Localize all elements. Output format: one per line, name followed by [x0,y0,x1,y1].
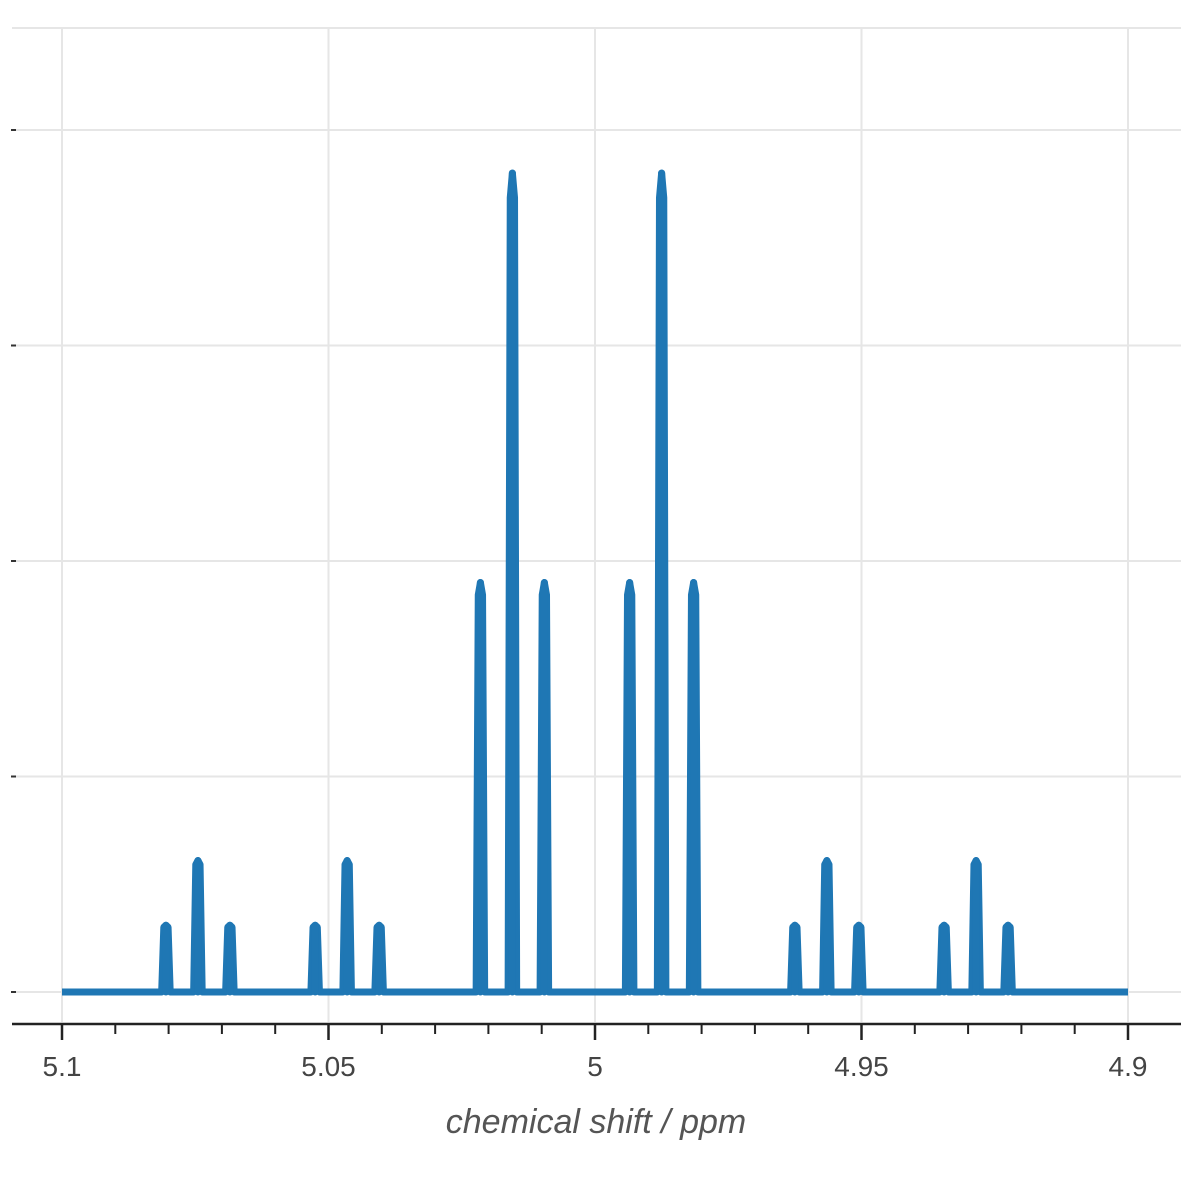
grid-layer [12,27,1181,1022]
x-tick-label: 5.05 [301,1051,356,1082]
x-axis-title: chemical shift / ppm [446,1103,746,1141]
x-tick-label: 5.1 [43,1051,82,1082]
x-tick-label: 4.9 [1109,1051,1148,1082]
x-tick-label: 4.95 [834,1051,889,1082]
spectrum-line [62,169,1128,996]
series-layer [62,169,1128,996]
x-axis: 5.1 5.05 5 4.95 4.9 [11,129,1181,1082]
x-tick-label: 5 [587,1051,603,1082]
